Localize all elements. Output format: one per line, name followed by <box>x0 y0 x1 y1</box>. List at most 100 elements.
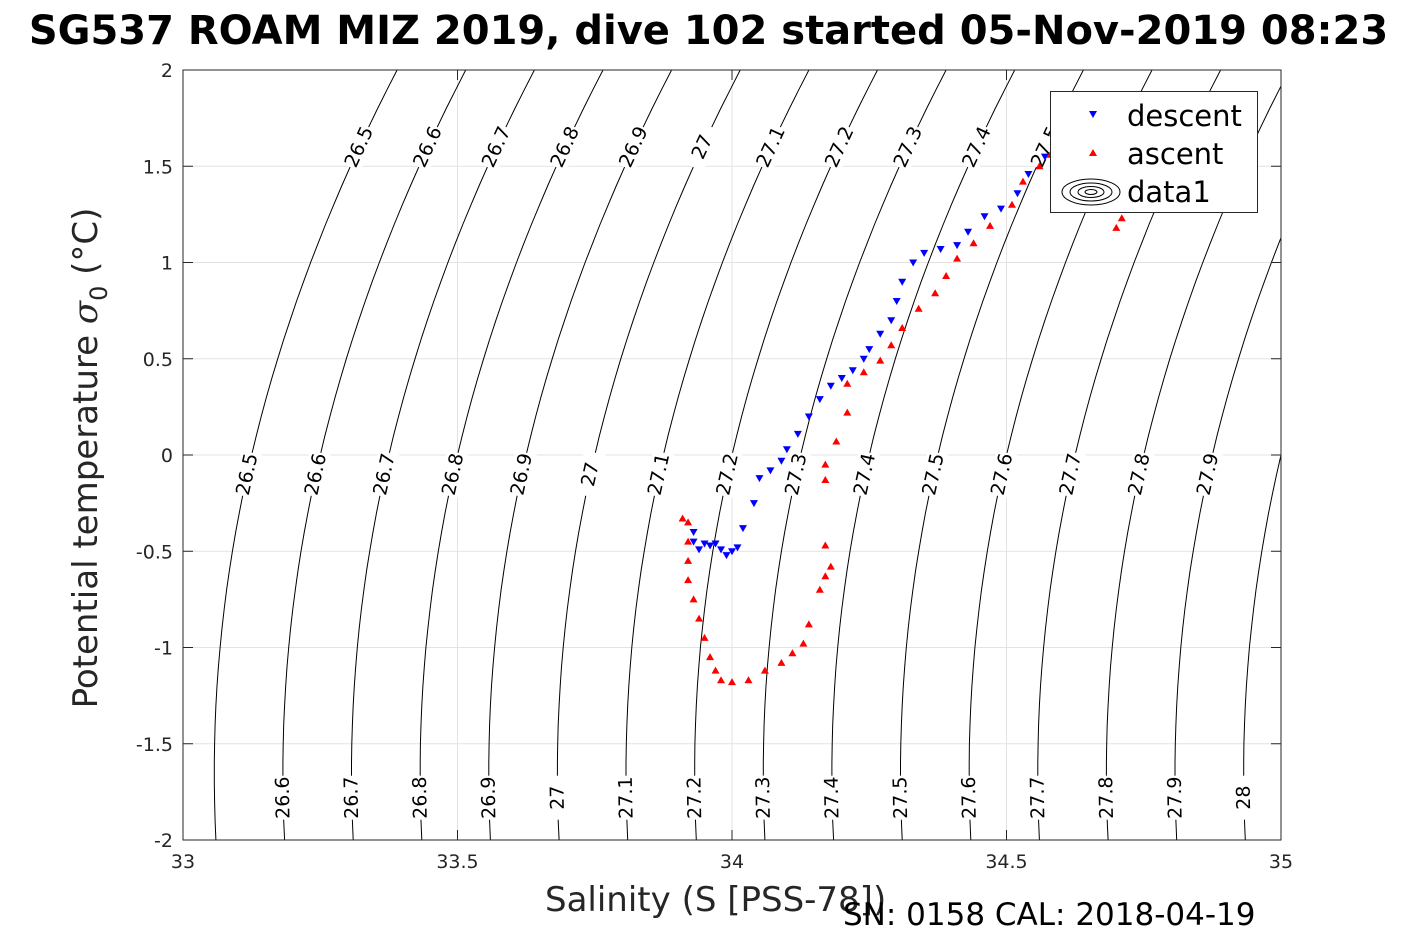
ascent-marker <box>684 556 693 564</box>
contour-label-backdrop <box>917 450 949 499</box>
ascent-marker <box>843 408 852 416</box>
descent-marker <box>689 529 698 536</box>
contour-label-backdrop <box>889 775 913 820</box>
descent-marker <box>876 330 885 338</box>
legend-label-ascent: ascent <box>1127 137 1224 171</box>
contour-label-backdrop <box>820 122 859 172</box>
contour-label-backdrop <box>1026 775 1050 820</box>
descent-marker <box>859 355 868 363</box>
ascent-marker <box>804 620 813 628</box>
ascent-marker <box>821 572 830 580</box>
x-tick-label: 34 <box>720 851 744 873</box>
contour-label: 27 <box>546 785 568 810</box>
descent-marker <box>848 367 857 375</box>
contour-label-backdrop <box>408 775 432 820</box>
density-contour-line <box>1312 70 1417 840</box>
contour-label-backdrop <box>368 450 400 499</box>
x-axis-label: Salinity (S [PSS-78]) <box>545 880 887 920</box>
ascent-marker <box>678 514 687 522</box>
ascent-marker <box>843 379 852 387</box>
contour-label-backdrop <box>849 450 881 499</box>
legend-item-ascent[interactable]: ascent <box>1051 135 1257 171</box>
ascent-marker <box>788 649 797 657</box>
ascent-marker <box>931 289 940 297</box>
descent-marker <box>689 538 698 546</box>
contour-label-backdrop <box>683 775 707 820</box>
ascent-marker <box>1112 223 1121 231</box>
legend-item-data1[interactable]: data1 <box>1051 173 1257 209</box>
ascent-marker <box>700 633 709 641</box>
ascent-marker <box>684 576 693 584</box>
descent-marker <box>717 546 726 554</box>
descent-marker <box>964 228 973 236</box>
ascent-marker <box>684 518 693 526</box>
contour-label: 27.1 <box>615 776 638 819</box>
contour-label-backdrop <box>957 122 997 172</box>
descent-marker <box>793 430 802 438</box>
descent-marker <box>766 467 775 475</box>
descent-marker <box>711 540 720 548</box>
descent-marker <box>953 242 962 250</box>
descent-marker <box>749 500 758 508</box>
ascent-marker <box>986 221 995 229</box>
ascent-marker <box>1117 214 1126 222</box>
y-tick-label: -1 <box>154 638 173 660</box>
contour-label: 27 <box>577 460 604 488</box>
serial-calibration-note: SN: 0158 CAL: 2018-04-19 <box>843 897 1256 933</box>
ascent-series <box>678 143 1126 686</box>
contour-label: 28 <box>1233 785 1255 810</box>
contour-label-backdrop <box>300 450 332 499</box>
y-tick-label: 2 <box>161 60 173 82</box>
ascent-marker <box>942 271 951 279</box>
descent-marker <box>755 475 764 483</box>
x-tick-label: 33 <box>171 851 195 873</box>
descent-marker <box>898 278 907 286</box>
legend-item-descent[interactable]: descent <box>1051 97 1257 133</box>
descent-marker <box>722 552 731 560</box>
contour-label-backdrop <box>339 122 379 172</box>
contour-label-backdrop <box>437 450 469 499</box>
ascent-marker <box>1035 162 1044 170</box>
contour-label: 27.2 <box>683 776 706 819</box>
ascent-marker <box>832 437 841 445</box>
contour-label-backdrop <box>574 450 606 499</box>
ascent-marker <box>695 614 704 622</box>
contour-label-backdrop <box>712 450 744 499</box>
ascent-marker <box>953 254 962 262</box>
descent-marker <box>980 213 989 221</box>
y-tick-label: 0 <box>161 445 173 467</box>
x-ticks: 33 33.5 34 34.5 35 <box>171 70 1293 873</box>
contour-label-backdrop <box>957 775 981 820</box>
y-tick-label: 1.5 <box>143 156 173 178</box>
descent-marker <box>700 540 709 548</box>
contour-label-backdrop <box>614 775 638 820</box>
contour-label-backdrop <box>545 122 585 172</box>
descent-series <box>689 140 1066 560</box>
y-ticks: -2 -1.5 -1 -0.5 0 0.5 1 1.5 2 <box>136 60 1281 852</box>
ascent-marker <box>717 676 726 684</box>
contour-label-backdrop <box>408 122 448 172</box>
ascent-marker <box>898 323 907 331</box>
legend-label-descent: descent <box>1127 99 1242 133</box>
ascent-marker <box>684 537 693 545</box>
y-axis-label-symbol: σ <box>66 300 106 325</box>
contour-label-backdrop <box>751 122 791 172</box>
legend[interactable]: descent ascent data1 <box>1050 91 1258 213</box>
contour-label: 26.6 <box>272 776 295 819</box>
contour-label: 27.4 <box>821 776 844 819</box>
descent-marker <box>837 375 846 382</box>
contour-label: 27.3 <box>752 776 775 819</box>
contour-icon <box>1061 178 1121 206</box>
y-axis-label-subscript: 0 <box>85 285 113 301</box>
legend-label-data1: data1 <box>1127 175 1211 209</box>
descent-marker <box>815 396 824 404</box>
y-tick-label: -2 <box>154 830 173 852</box>
contour-label-backdrop <box>780 450 812 499</box>
contour-label-backdrop <box>888 122 928 172</box>
contour-label-backdrop <box>1055 450 1087 499</box>
contour-label-backdrop <box>1163 775 1187 820</box>
contour-label: 27.5 <box>889 776 912 819</box>
contour-label-backdrop <box>683 122 722 172</box>
ascent-marker <box>711 666 720 674</box>
y-axis-label-text: Potential temperature <box>66 324 106 709</box>
